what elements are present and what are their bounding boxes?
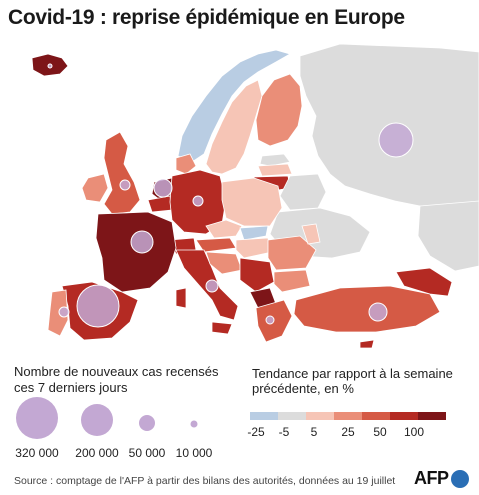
bubble-iceland — [47, 63, 53, 69]
region-uk — [103, 131, 141, 215]
size-legend-label-320000: 320 000 — [15, 446, 59, 460]
region-norway — [177, 49, 292, 163]
region-sicily — [211, 321, 233, 335]
region-turkey — [293, 285, 441, 333]
bubble-italy — [205, 279, 219, 293]
region-poland — [221, 177, 283, 227]
afp-logo-circle-icon — [450, 469, 469, 488]
region-estonia — [259, 153, 291, 167]
region-cyprus — [359, 339, 375, 349]
trend-swatch-1 — [250, 412, 278, 420]
size-legend-label-50000: 50 000 — [128, 446, 166, 460]
trend-swatch-3 — [306, 412, 334, 420]
trend-tick-25: 25 — [341, 425, 355, 439]
map-title: Covid-19 : reprise épidémique en Europe — [8, 6, 405, 29]
region-bulgaria — [273, 269, 311, 293]
bubble-russia — [378, 122, 414, 158]
size-legend-bubble-50000 — [139, 415, 155, 431]
bubble-spain — [76, 284, 120, 328]
source-note: Source : comptage de l'AFP à partir des … — [14, 475, 396, 487]
trend-swatch-6 — [390, 412, 418, 420]
bubble-portugal — [58, 306, 70, 318]
trend-color-scale — [250, 412, 446, 420]
size-legend-bubble-10000 — [190, 420, 198, 428]
region-france — [95, 211, 177, 293]
size-legend-label-200000: 200 000 — [75, 446, 119, 460]
bubble-turkey — [368, 302, 388, 322]
trend-legend-title: Tendance par rapport à la semaine précéd… — [252, 366, 453, 396]
size-legend-label-10000: 10 000 — [175, 446, 213, 460]
europe-map — [31, 43, 479, 349]
trend-tick-5: 5 — [310, 425, 318, 439]
size-legend-title: Nombre de nouveaux cas recensés ces 7 de… — [14, 364, 219, 395]
trend-tick-100: 100 — [403, 425, 425, 439]
size-legend-bubble-200000 — [81, 404, 113, 436]
trend-swatch-2 — [278, 412, 306, 420]
bubble-france — [130, 230, 154, 254]
region-portugal — [47, 289, 69, 337]
afp-logo: AFP — [414, 468, 469, 489]
region-caucasus — [395, 267, 453, 297]
region-east — [417, 200, 479, 272]
trend-tick-minus5: -5 — [278, 425, 290, 439]
bubble-greece — [265, 315, 275, 325]
region-moldova — [301, 223, 321, 245]
trend-swatch-7 — [418, 412, 446, 420]
region-ireland — [81, 173, 109, 203]
region-belgium — [147, 195, 173, 213]
trend-swatch-4 — [334, 412, 362, 420]
afp-logo-text: AFP — [414, 468, 449, 488]
region-latvia — [257, 163, 293, 177]
trend-tick-minus25: -25 — [247, 425, 265, 439]
region-czechia — [205, 219, 243, 239]
region-romania — [267, 235, 317, 271]
bubble-uk — [119, 179, 131, 191]
region-slovakia — [239, 225, 269, 241]
region-hungary — [235, 237, 273, 259]
region-bosnia-serbia — [239, 257, 275, 293]
size-legend-bubbles — [16, 397, 198, 439]
region-denmark — [175, 153, 197, 175]
bubble-germany — [192, 195, 204, 207]
trend-tick-50: 50 — [373, 425, 387, 439]
region-finland — [255, 73, 303, 147]
bubble-netherlands — [153, 178, 173, 198]
trend-swatch-5 — [362, 412, 390, 420]
size-legend-bubble-320000 — [16, 397, 58, 439]
region-sweden — [205, 79, 263, 175]
region-slovenia-croatia — [205, 251, 243, 275]
region-sardinia — [175, 287, 187, 309]
